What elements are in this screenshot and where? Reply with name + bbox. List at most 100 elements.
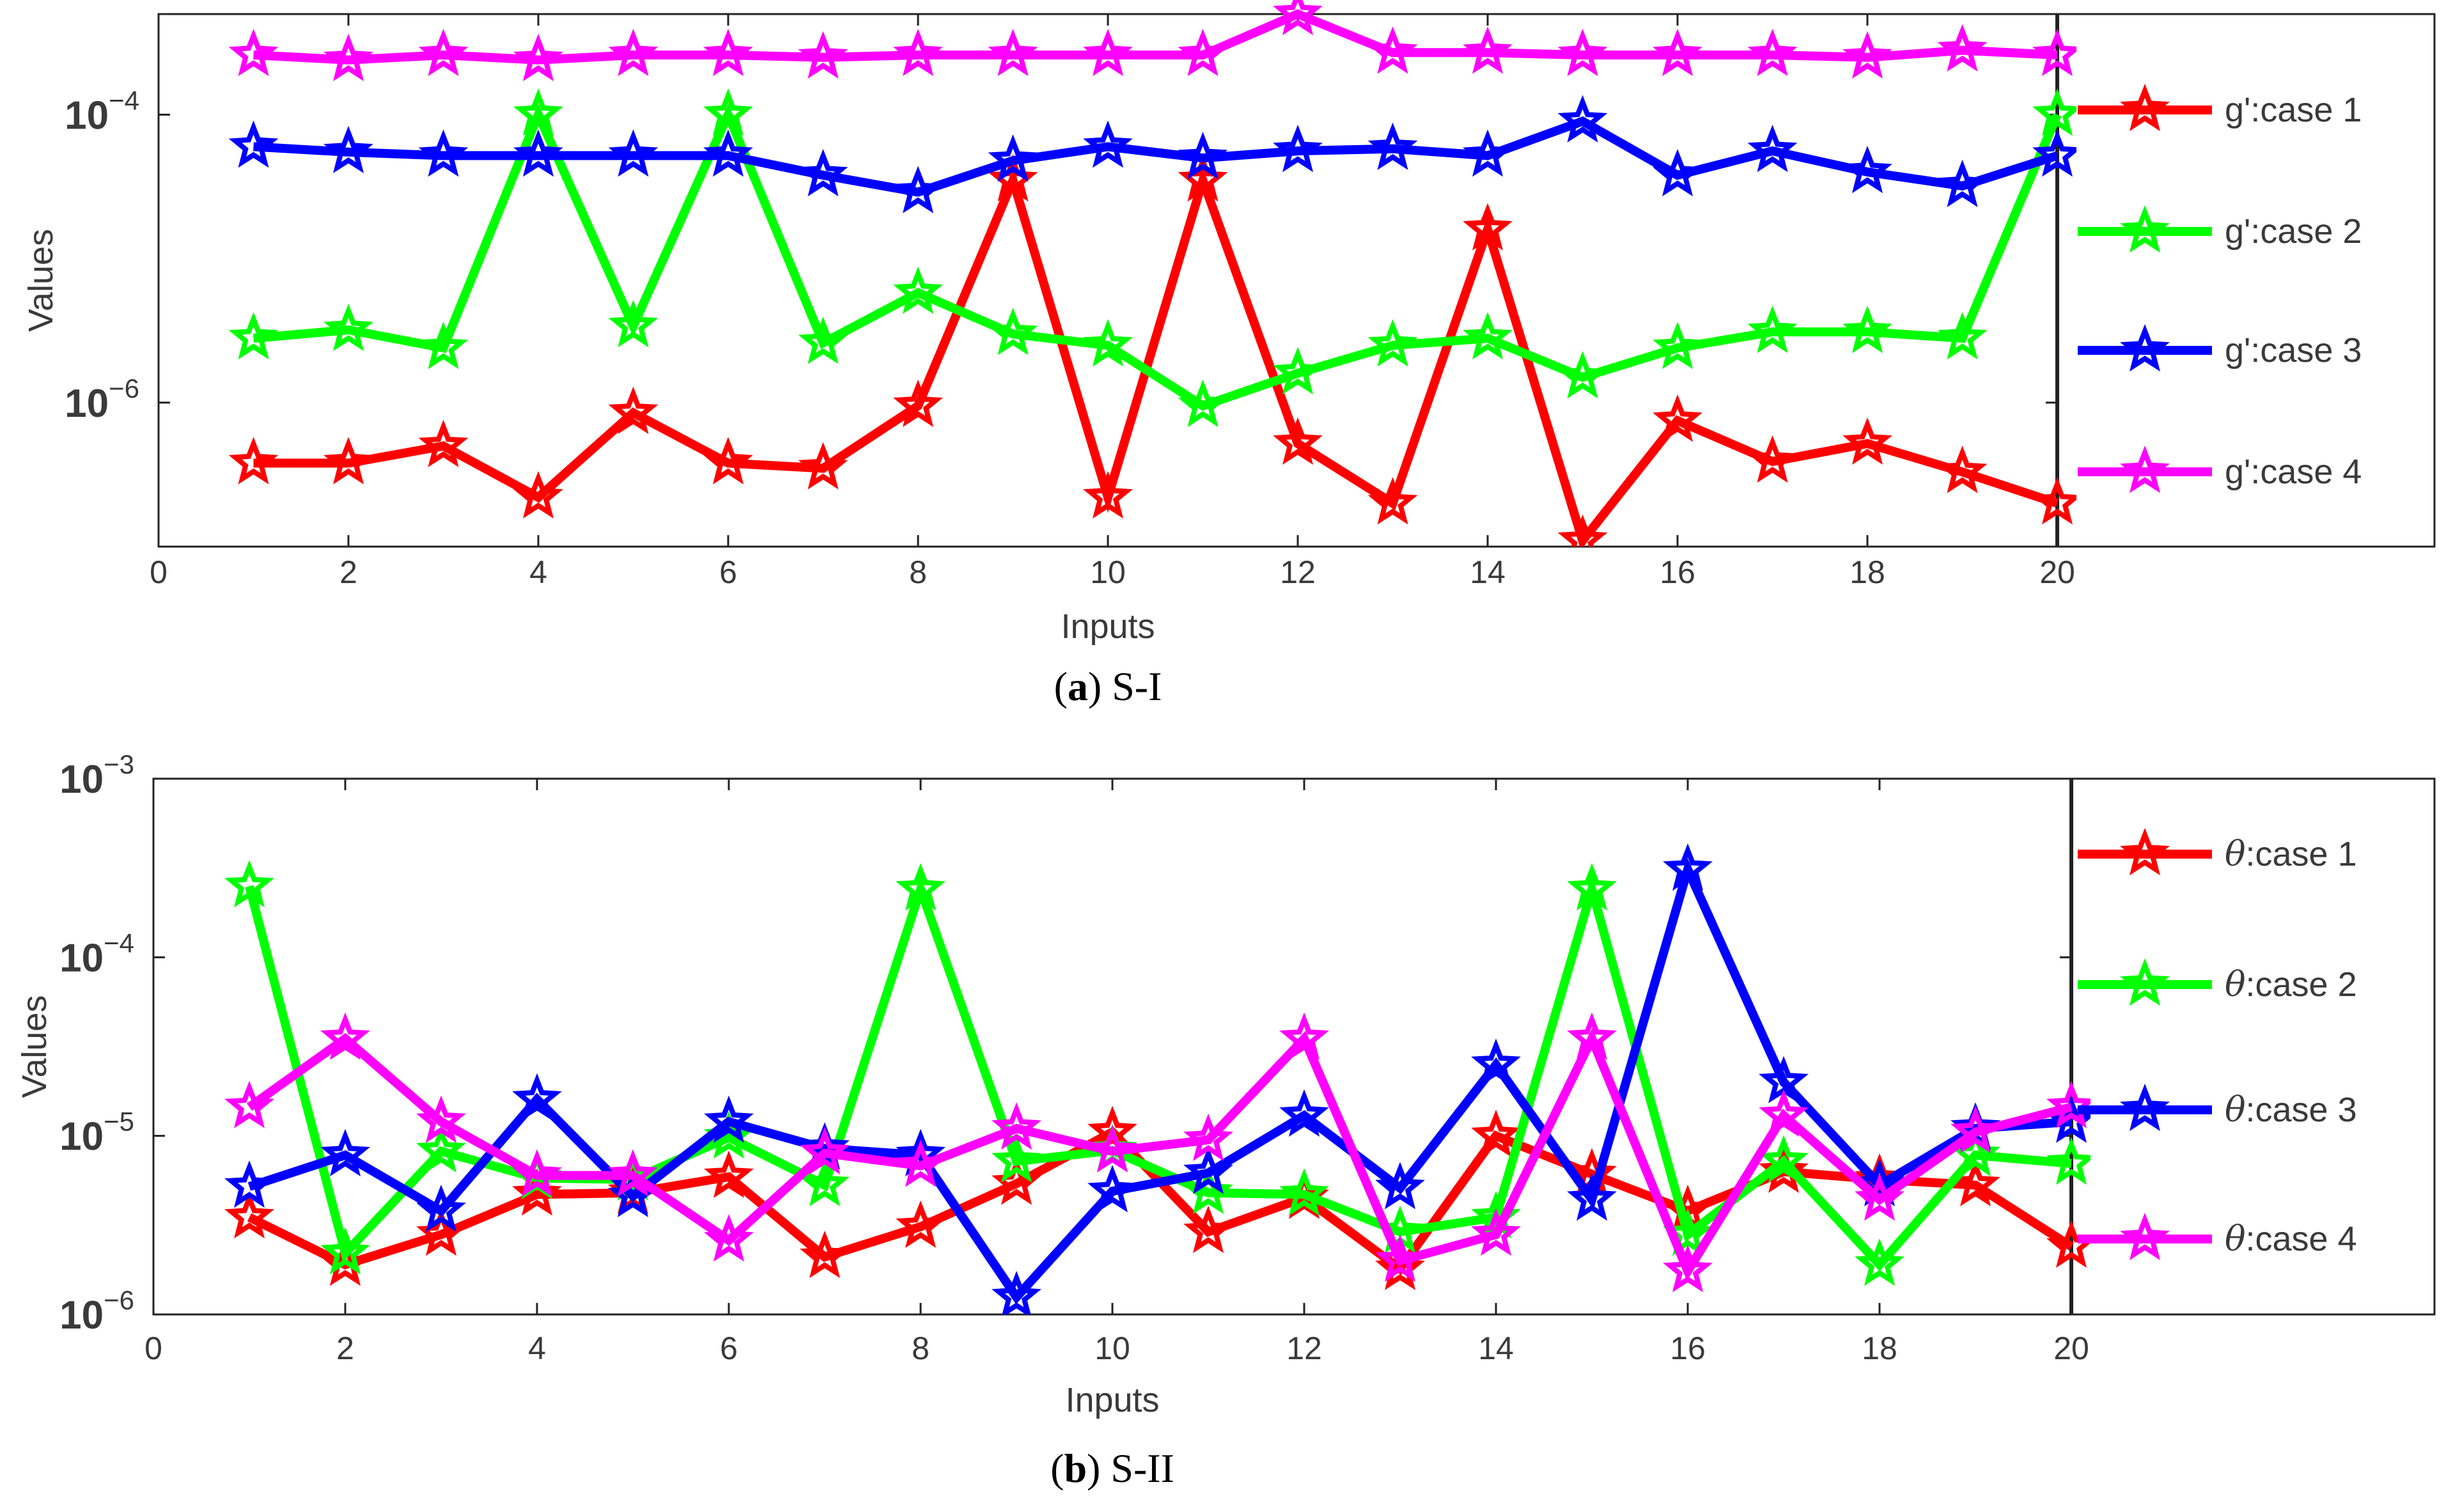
legend-entry: θ:case 2 — [2225, 964, 2357, 1004]
data-point — [1855, 1173, 1904, 1221]
series-group — [224, 843, 2091, 1314]
data-point — [988, 29, 1038, 77]
data-point — [320, 1128, 370, 1176]
x-axis-label: Inputs — [1065, 1381, 1159, 1419]
data-point — [1279, 1089, 1329, 1137]
data-point — [224, 1160, 274, 1208]
y-tick-label: 10−4 — [59, 928, 134, 980]
data-point — [992, 1135, 1041, 1183]
y-tick-label: 10−6 — [59, 1285, 134, 1337]
data-point — [2032, 29, 2076, 77]
legend-marker — [2120, 827, 2170, 876]
data-point — [1463, 129, 1513, 177]
data-point — [1557, 29, 1608, 77]
legend-entry: θ:case 1 — [2225, 834, 2357, 874]
data-point — [513, 33, 563, 81]
y-tick-label: 10−4 — [65, 85, 139, 137]
panel-caption: (a) S-I — [1054, 664, 1162, 709]
x-tick-label: 16 — [1660, 554, 1695, 590]
data-point — [1183, 1205, 1233, 1253]
x-axis-label: Inputs — [1061, 607, 1155, 646]
data-point — [608, 1149, 658, 1197]
data-point — [1842, 31, 1892, 79]
legend-marker — [2120, 323, 2170, 372]
legend-marker — [2120, 1212, 2170, 1261]
data-point — [513, 471, 563, 519]
data-point — [608, 386, 658, 434]
data-point — [703, 29, 753, 77]
x-tick-label: 6 — [720, 1330, 738, 1366]
data-point — [1183, 1113, 1233, 1162]
data-point — [608, 29, 658, 77]
data-point — [1375, 1242, 1425, 1290]
data-point — [224, 1080, 274, 1128]
data-point — [1367, 477, 1418, 525]
data-point — [513, 88, 563, 136]
data-point — [1951, 1158, 2000, 1206]
data-point — [1937, 159, 1988, 207]
data-point — [1279, 1168, 1329, 1216]
data-point — [1759, 1089, 1809, 1137]
series-line-case-1 — [253, 166, 2059, 547]
data-point — [1367, 319, 1418, 367]
data-point — [418, 29, 469, 77]
data-point — [228, 29, 279, 77]
series-line-case-1 — [247, 1126, 2074, 1275]
data-point — [992, 1270, 1041, 1314]
plot-frame — [152, 777, 2436, 1316]
data-point — [800, 1126, 850, 1174]
legend-marker — [2120, 1083, 2170, 1132]
data-point — [1747, 306, 1798, 354]
data-point — [1183, 1166, 1233, 1214]
data-point — [1653, 322, 1702, 370]
y-tick-label: 10−6 — [65, 373, 139, 426]
data-point — [704, 1150, 754, 1198]
x-tick-label: 8 — [909, 554, 927, 590]
data-point — [1937, 446, 1988, 494]
data-point — [228, 312, 279, 360]
data-point — [1367, 26, 1418, 74]
data-point — [512, 1149, 562, 1197]
data-point — [1087, 1105, 1137, 1153]
data-point — [1178, 132, 1228, 180]
data-point — [323, 437, 373, 485]
y-axis-label: Values — [15, 995, 54, 1098]
data-point — [608, 129, 658, 177]
data-point — [418, 129, 469, 177]
data-point — [512, 1073, 562, 1121]
x-tick-label: 14 — [1470, 554, 1506, 590]
data-point — [416, 1095, 466, 1143]
data-point — [1567, 1173, 1617, 1221]
data-point — [323, 125, 373, 173]
data-point — [1083, 29, 1133, 77]
series-line-case-3 — [253, 116, 2059, 197]
data-point — [1471, 1038, 1521, 1086]
data-point — [1367, 122, 1418, 170]
data-point — [1463, 203, 1513, 251]
data-point — [418, 322, 469, 370]
data-point — [1855, 1238, 1904, 1286]
data-point — [896, 1200, 946, 1248]
data-point — [1273, 417, 1323, 465]
data-point — [228, 437, 279, 485]
data-point — [1463, 26, 1513, 74]
x-tick-label: 12 — [1286, 1330, 1322, 1366]
x-tick-label: 18 — [1862, 1330, 1897, 1366]
legend-entry: θ:case 4 — [2225, 1219, 2357, 1259]
data-point — [800, 1158, 850, 1206]
data-point — [2032, 88, 2076, 136]
data-point — [992, 1102, 1041, 1150]
data-point — [1083, 471, 1133, 519]
data-point — [1087, 1165, 1137, 1213]
data-point — [1759, 1135, 1809, 1183]
data-point — [1842, 145, 1892, 194]
x-tick-label: 18 — [1849, 554, 1885, 590]
data-point — [1653, 148, 1702, 197]
data-point — [1747, 435, 1798, 483]
data-point — [798, 148, 848, 197]
data-point — [1747, 29, 1798, 77]
data-point — [418, 419, 469, 467]
data-point — [1178, 379, 1228, 427]
legend-entry: θ:case 3 — [2225, 1089, 2357, 1130]
data-point — [798, 316, 848, 364]
